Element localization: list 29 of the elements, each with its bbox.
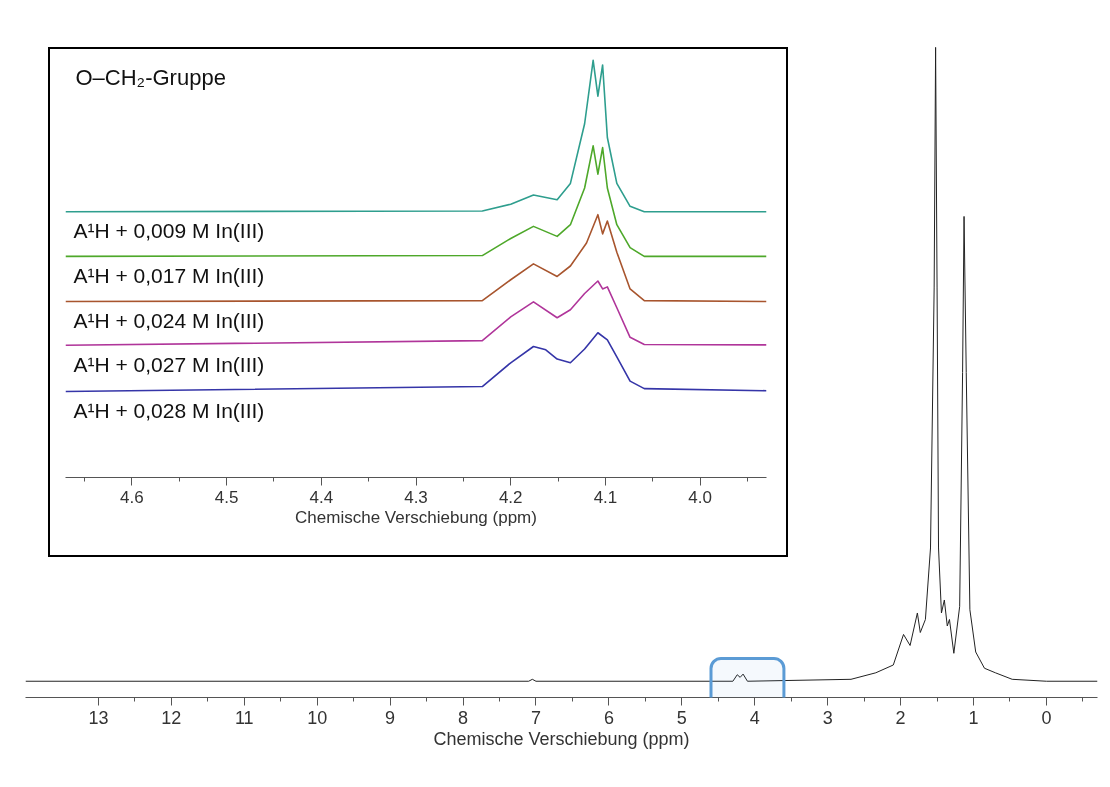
- x-tick-label: 4.3: [404, 487, 428, 507]
- chart-title: O–CH₂-Gruppe: [75, 64, 226, 90]
- series-label: A¹H + 0,009 M In(III): [73, 219, 265, 243]
- x-tick-label: 4.1: [593, 487, 618, 507]
- x-tick-label: 4.5: [214, 487, 239, 507]
- series-label: A¹H + 0,027 M In(III): [73, 352, 265, 376]
- x-tick-label: 12: [161, 707, 182, 728]
- x-tick-label: 9: [385, 707, 396, 728]
- x-axis-title: Chemische Verschiebung (ppm): [295, 507, 537, 527]
- x-tick-label: 11: [234, 707, 254, 728]
- x-tick-label: 4.2: [498, 487, 523, 507]
- series-label: A¹H + 0,017 M In(III): [73, 263, 265, 287]
- x-tick-label: 7: [530, 707, 541, 728]
- x-tick-label: 4.4: [309, 487, 334, 507]
- x-tick-label: 6: [603, 707, 614, 728]
- x-tick-label: 4.0: [688, 487, 713, 507]
- x-tick-label: 8: [458, 707, 469, 728]
- x-tick-label: 4.6: [119, 487, 144, 507]
- x-tick-label: 5: [676, 707, 687, 728]
- x-tick-label: 2: [895, 707, 906, 728]
- x-tick-label: 13: [88, 707, 109, 728]
- x-tick-label: 0: [1041, 707, 1052, 728]
- x-tick-label: 10: [307, 707, 328, 728]
- series-label: A¹H + 0,024 M In(III): [73, 308, 265, 332]
- x-tick-label: 4: [749, 707, 760, 728]
- x-tick-label: 3: [822, 707, 833, 728]
- x-tick-label: 1: [968, 707, 979, 728]
- series-label: A¹H + 0,028 M In(III): [73, 399, 265, 423]
- x-axis-title: Chemische Verschiebung (ppm): [433, 728, 690, 749]
